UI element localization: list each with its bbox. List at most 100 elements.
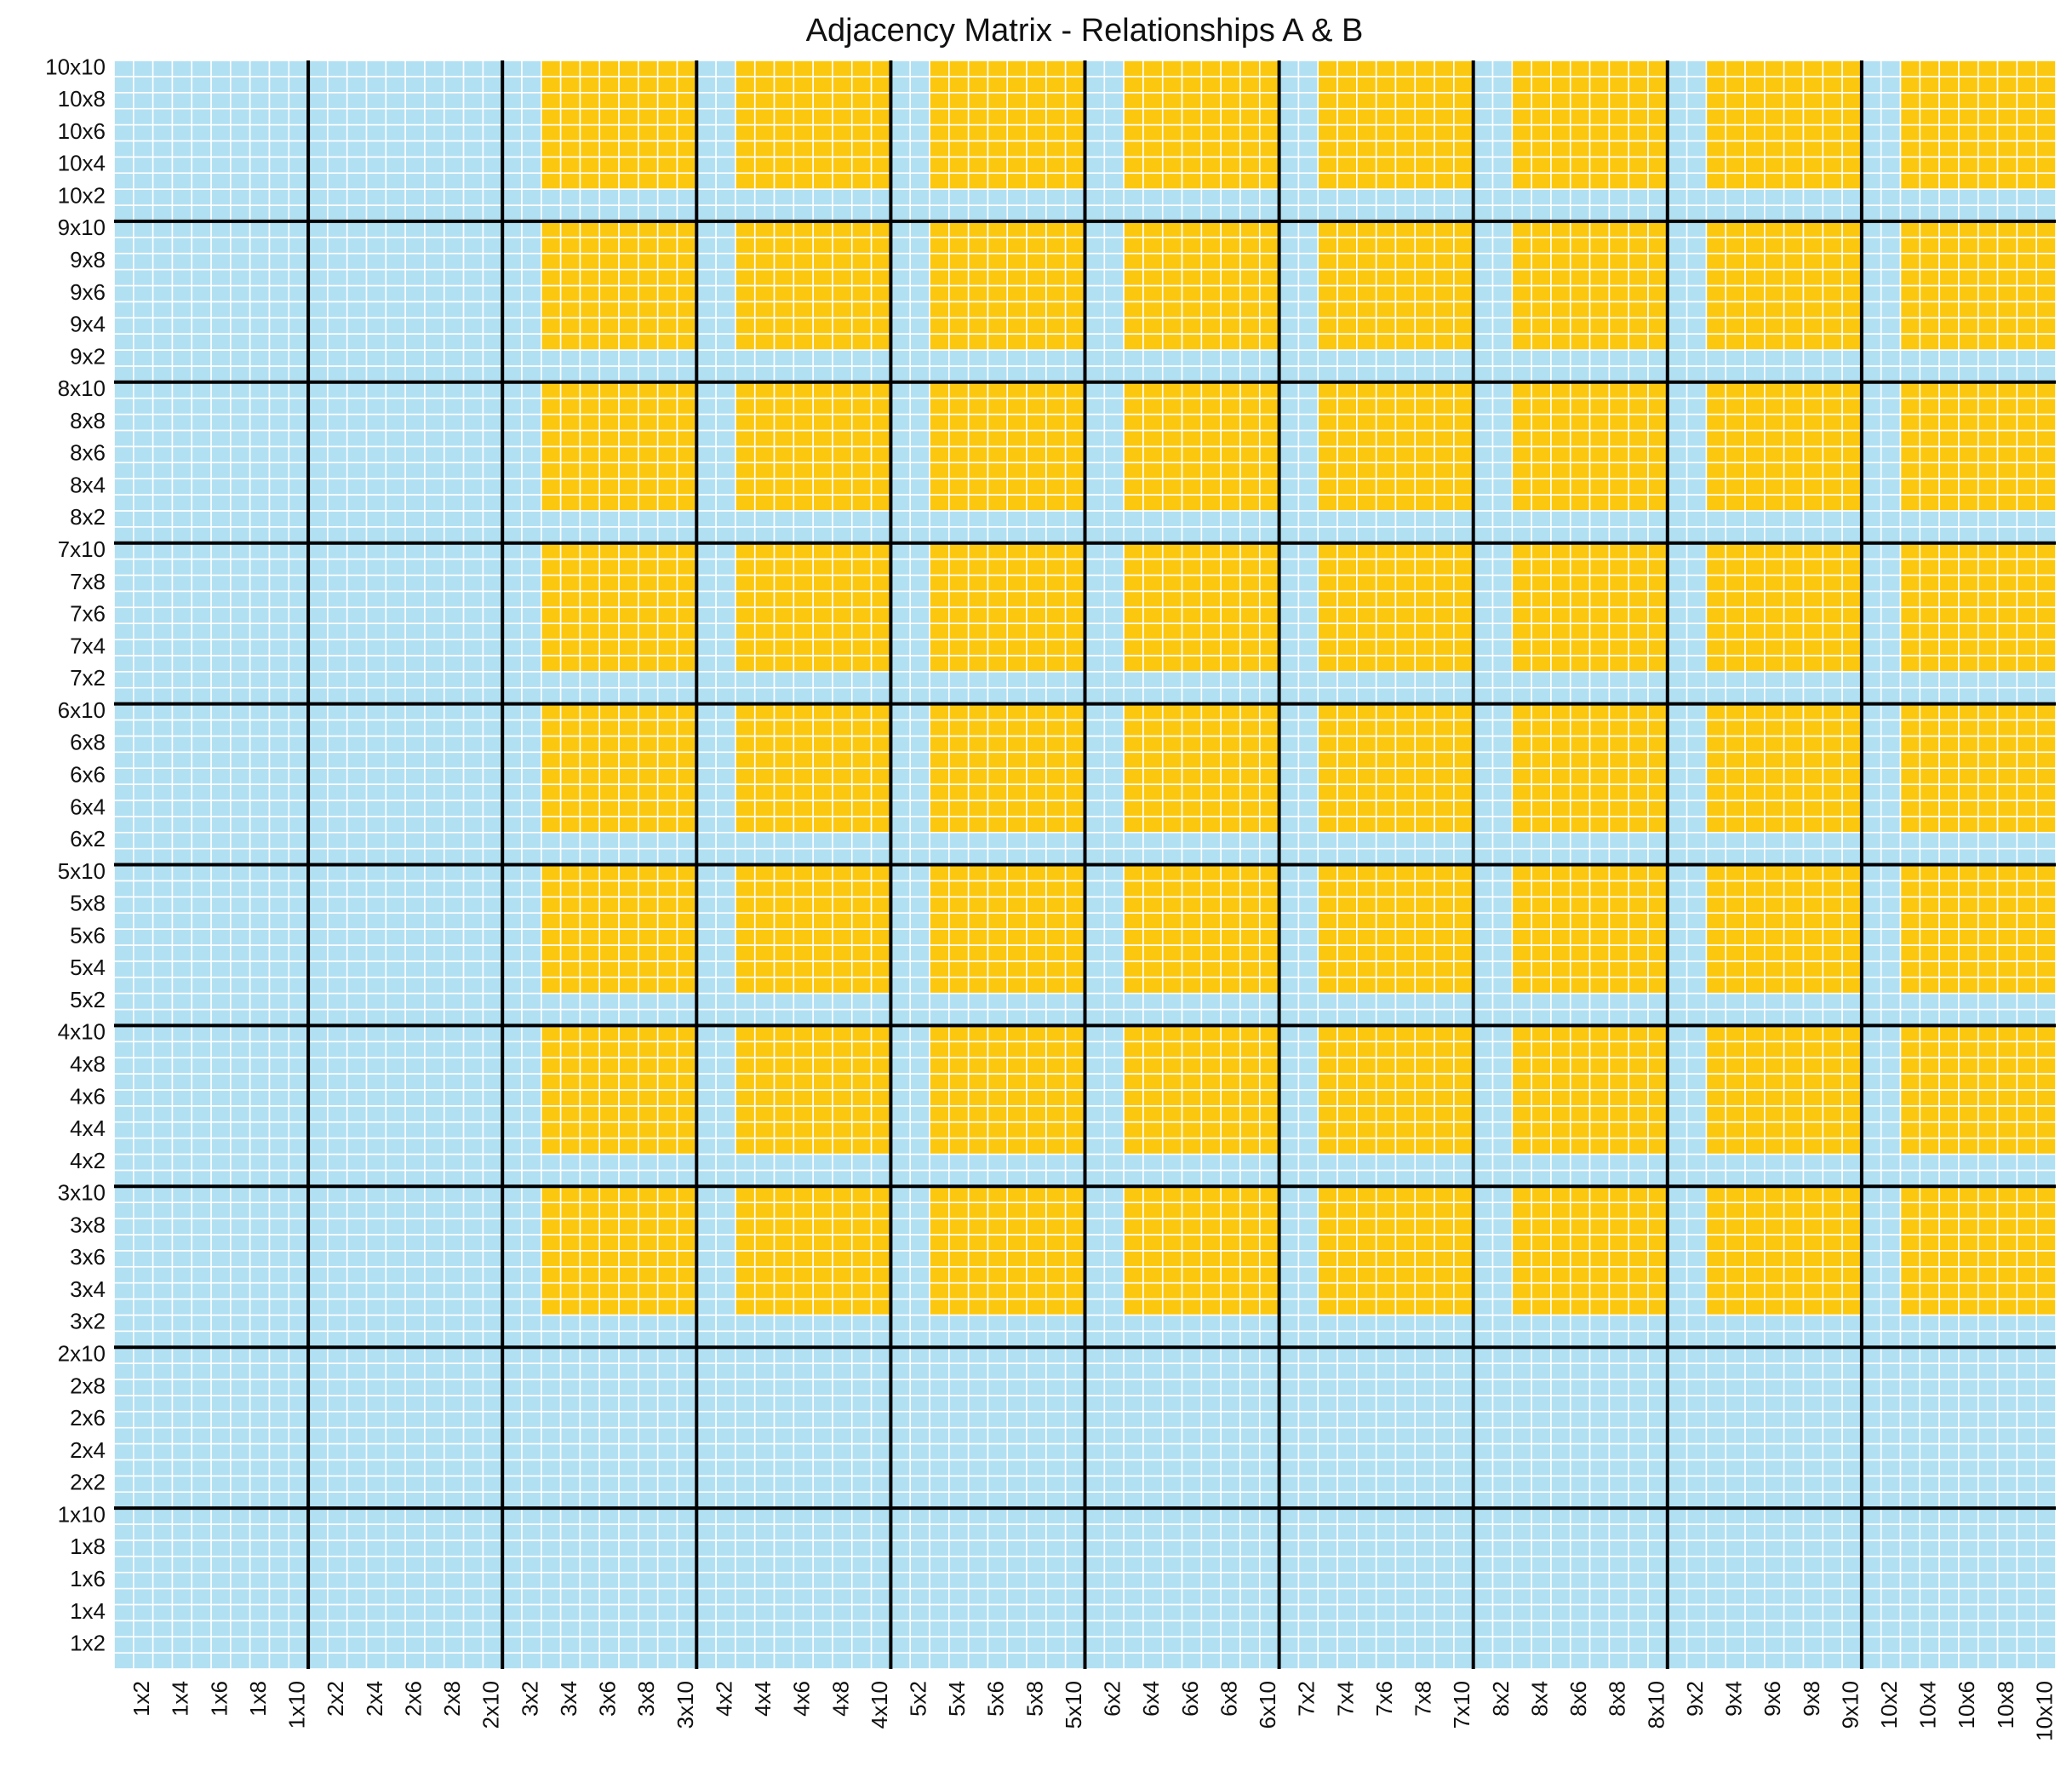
- cell: [133, 1362, 154, 1380]
- cell: [424, 1523, 445, 1541]
- cell: [1996, 1459, 2018, 1477]
- cell: [1899, 1379, 1921, 1396]
- cell: [346, 960, 368, 978]
- cell: [462, 992, 484, 1011]
- cell: [521, 1459, 542, 1477]
- cell: [1200, 1105, 1222, 1123]
- cell: [1297, 1089, 1319, 1107]
- cell: [404, 1395, 426, 1413]
- cell: [559, 960, 581, 978]
- cell: [1938, 1410, 1960, 1429]
- cell: [987, 1587, 1009, 1606]
- cell: [424, 1491, 445, 1509]
- cell: [1336, 1185, 1358, 1203]
- cell: [929, 1587, 950, 1606]
- cell: [598, 1105, 620, 1123]
- cell: [1861, 1218, 1882, 1236]
- cell: [1181, 1362, 1203, 1380]
- cell: [1258, 1185, 1280, 1203]
- cell: [133, 1555, 154, 1574]
- cell: [793, 1008, 814, 1027]
- cell: [1317, 1234, 1338, 1252]
- cell: [929, 1121, 950, 1139]
- cell: [870, 1073, 892, 1091]
- cell: [1628, 1153, 1649, 1172]
- cell: [1802, 1620, 1824, 1638]
- cell: [1064, 1201, 1086, 1219]
- cell: [1278, 928, 1300, 946]
- cell: [929, 1008, 950, 1027]
- cell: [1841, 944, 1863, 962]
- cell: [1744, 1346, 1766, 1364]
- cell: [1550, 1379, 1571, 1396]
- cell: [385, 1491, 406, 1509]
- cell: [1045, 1121, 1067, 1139]
- cell: [113, 944, 135, 962]
- cell: [1220, 1314, 1241, 1333]
- cell: [1783, 1330, 1805, 1349]
- cell: [1045, 863, 1067, 882]
- cell: [1142, 944, 1164, 962]
- cell: [1725, 1041, 1746, 1058]
- cell: [1588, 1330, 1611, 1349]
- cell: [249, 1282, 271, 1300]
- cell: [133, 1073, 154, 1091]
- cell: [1531, 1330, 1552, 1349]
- cell: [1725, 1234, 1746, 1252]
- cell: [1026, 912, 1047, 930]
- cell: [1006, 1024, 1027, 1043]
- cell: [1297, 1603, 1319, 1622]
- cell: [1938, 1185, 1960, 1203]
- cell: [1569, 1024, 1591, 1043]
- cell: [1258, 1379, 1280, 1396]
- cell: [735, 1137, 756, 1155]
- cell: [1764, 1346, 1785, 1364]
- cell: [1375, 1169, 1397, 1188]
- cell: [870, 1153, 892, 1172]
- cell: [559, 880, 581, 898]
- cell: [559, 1442, 581, 1461]
- cell: [948, 1057, 970, 1075]
- cell: [1531, 896, 1552, 914]
- cell: [1647, 992, 1668, 1011]
- cell: [1239, 1426, 1261, 1445]
- cell: [987, 1603, 1009, 1622]
- cell: [812, 976, 833, 995]
- cell: [909, 863, 930, 882]
- cell: [1434, 896, 1455, 914]
- cell: [171, 1475, 193, 1494]
- cell: [579, 1652, 601, 1670]
- cell: [541, 1153, 562, 1172]
- cell: [1919, 1330, 1940, 1349]
- cell: [1608, 1121, 1629, 1139]
- cell: [1511, 1346, 1532, 1364]
- cell: [404, 1121, 426, 1139]
- cell: [268, 1265, 290, 1284]
- cell: [1822, 1153, 1843, 1172]
- cell: [1958, 1395, 1979, 1413]
- cell: [152, 1008, 174, 1027]
- cell: [2016, 1459, 2037, 1477]
- cell: [346, 1314, 368, 1333]
- cell: [2035, 1442, 2057, 1461]
- cell: [1744, 896, 1766, 914]
- cell: [385, 896, 406, 914]
- cell: [1472, 1395, 1494, 1413]
- cell: [1938, 1426, 1960, 1445]
- cell: [1220, 992, 1241, 1011]
- cell: [1802, 960, 1824, 978]
- cell: [1297, 1250, 1319, 1268]
- cell: [307, 1105, 329, 1123]
- cell: [1220, 1379, 1241, 1396]
- cell: [832, 1121, 853, 1139]
- cell: [191, 1201, 212, 1219]
- cell: [1434, 1234, 1455, 1252]
- cell: [987, 1265, 1009, 1284]
- cell: [1744, 1218, 1766, 1236]
- cell: [210, 1652, 232, 1670]
- cell: [598, 1555, 620, 1574]
- cell: [1531, 1475, 1552, 1494]
- cell: [1006, 944, 1027, 962]
- cell: [249, 992, 271, 1011]
- cell: [948, 1185, 970, 1203]
